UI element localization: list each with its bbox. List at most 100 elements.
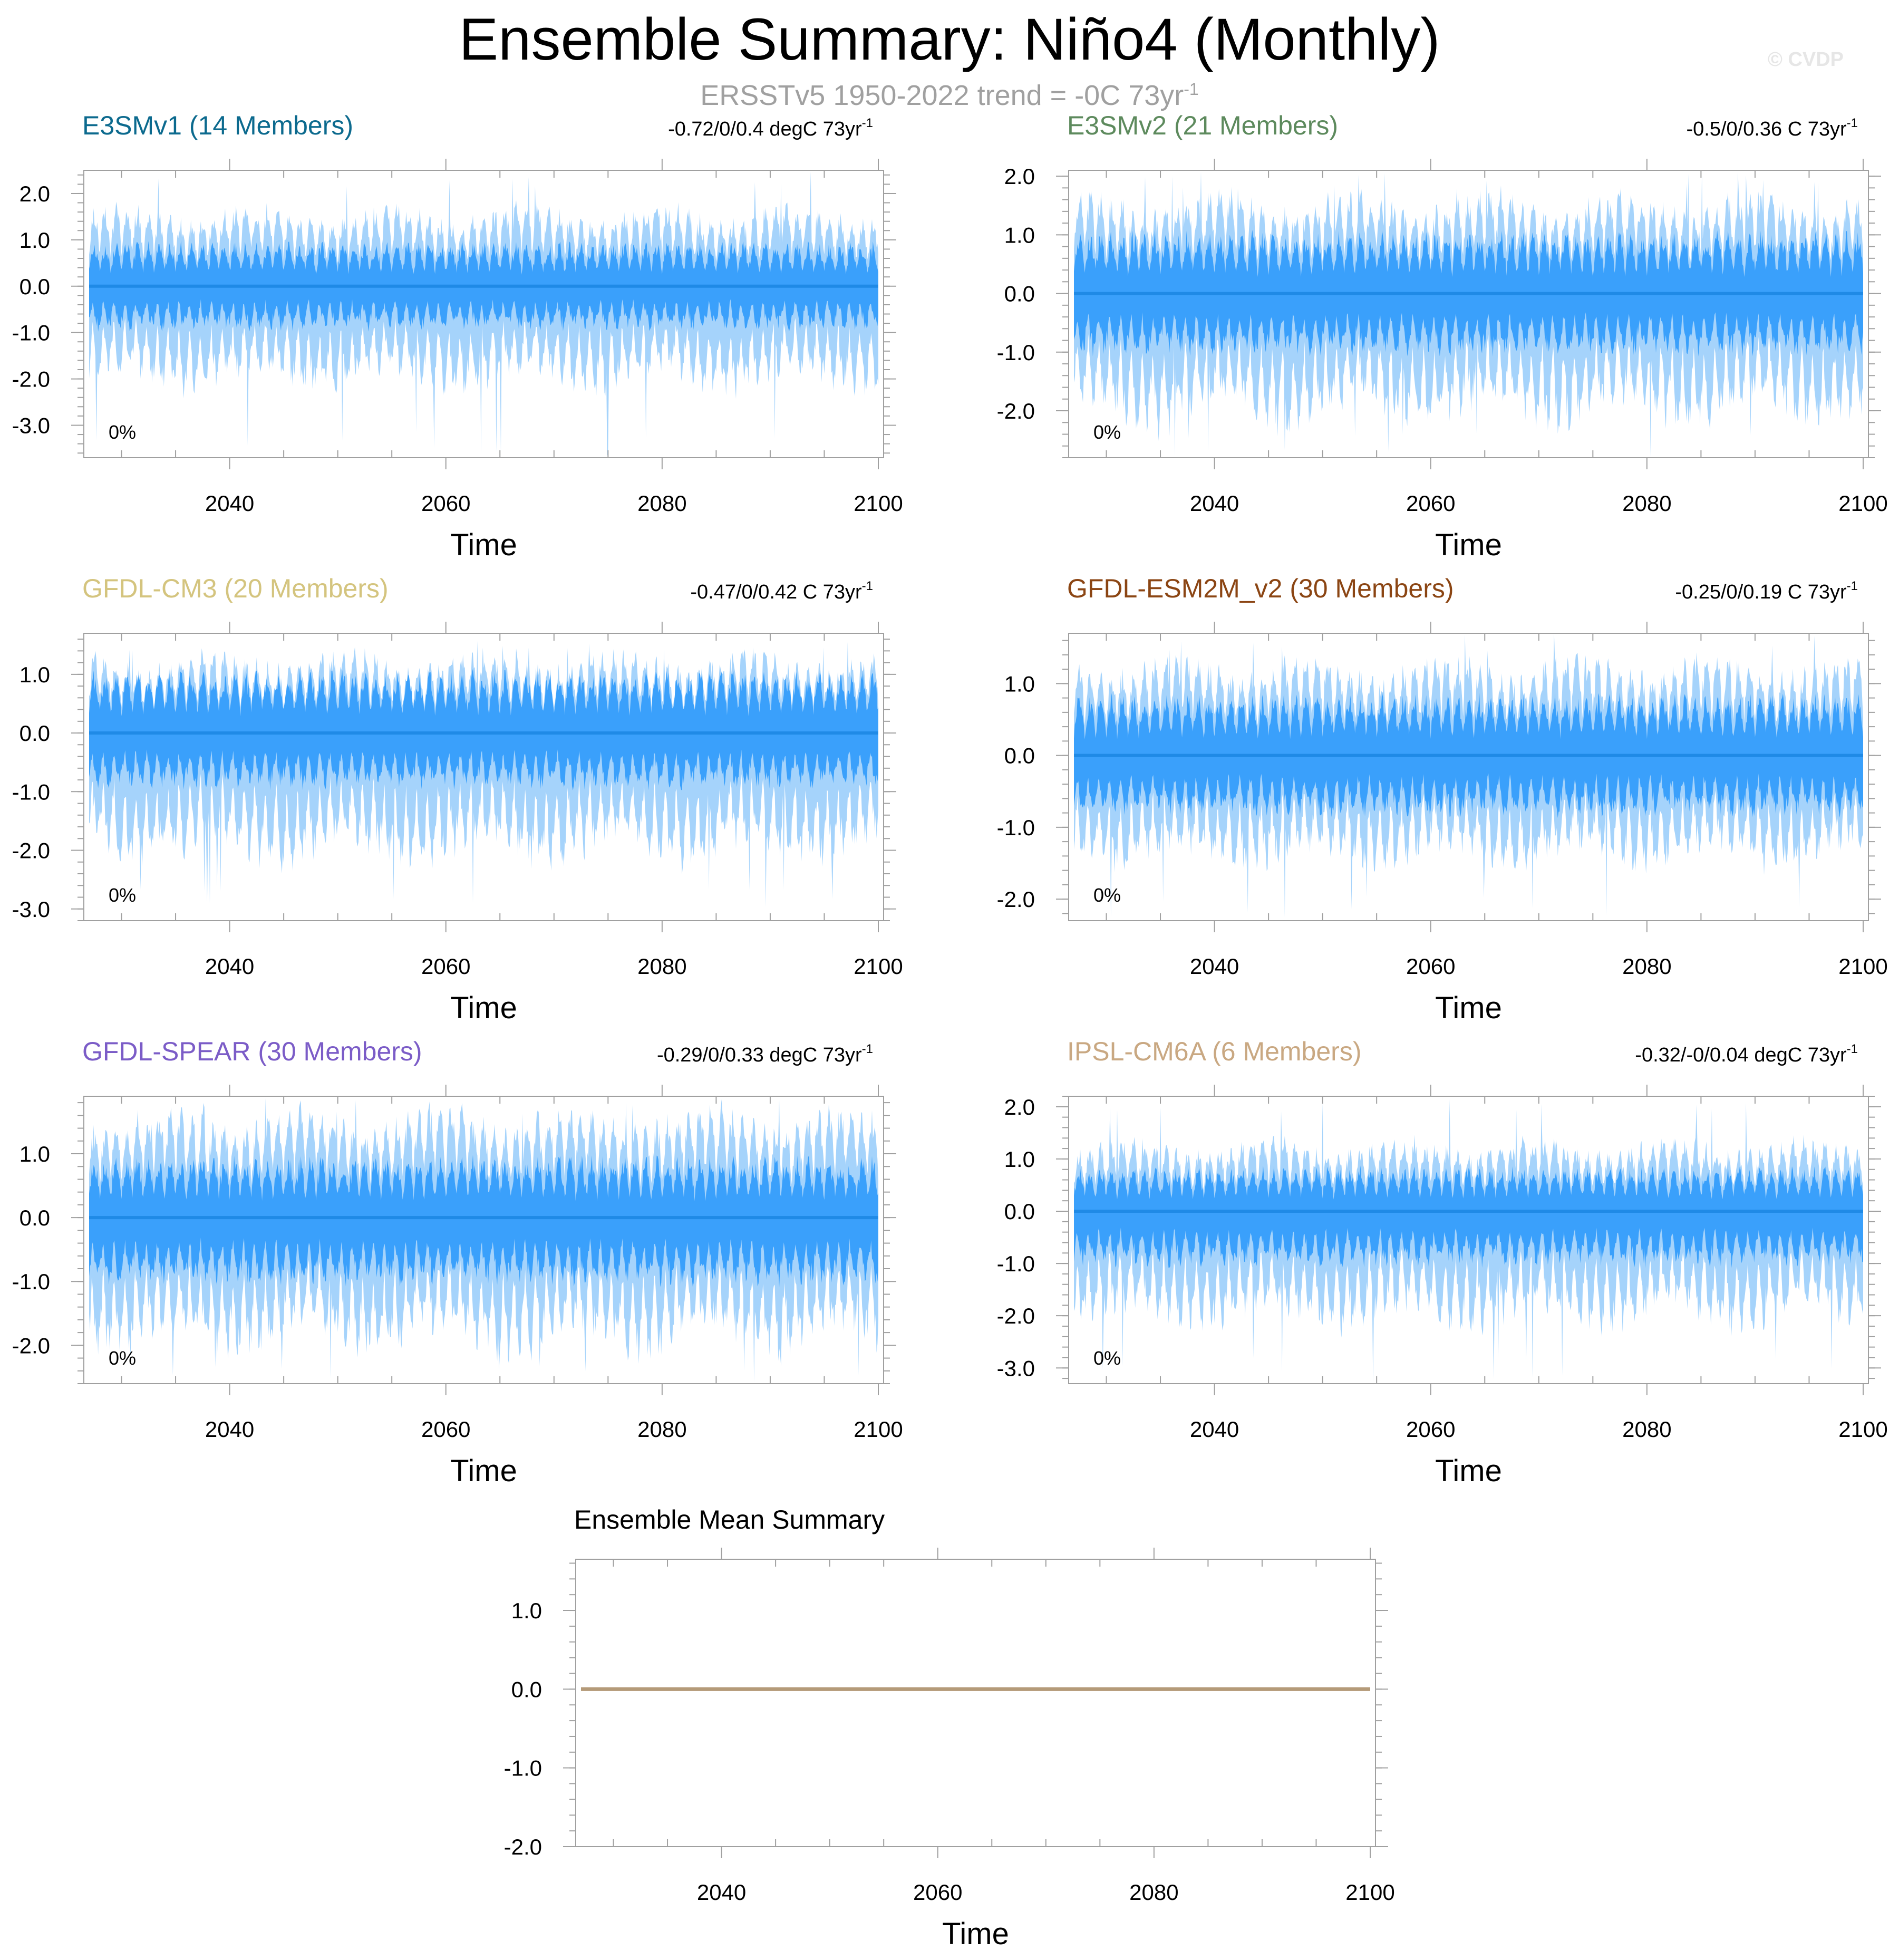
panel-title: E3SMv1 (14 Members) bbox=[82, 111, 353, 140]
y-tick-label: 0.0 bbox=[1004, 1199, 1035, 1224]
percent-label: 0% bbox=[109, 421, 136, 443]
inner-range-band bbox=[1074, 1165, 1863, 1269]
trend-label: -0.32/-0/0.04 degC 73yr-1 bbox=[1635, 1042, 1858, 1066]
chart-panel-5: 0% -0.29/0/0.33 degC 73yr-1 GFDL-SPEAR (30… bbox=[12, 1037, 903, 1488]
y-tick-label: -2.0 bbox=[12, 838, 50, 863]
x-tick-label: 2060 bbox=[421, 954, 470, 979]
y-tick-label: -2.0 bbox=[997, 399, 1035, 423]
plot-frame bbox=[1068, 170, 1869, 458]
y-tick-label: -2.0 bbox=[997, 887, 1035, 912]
x-tick-label: 2040 bbox=[205, 491, 254, 516]
y-tick-label: -1.0 bbox=[12, 779, 50, 804]
y-tick-label: 0.0 bbox=[1004, 282, 1035, 306]
y-tick-label: 1.0 bbox=[1004, 671, 1035, 696]
plot-area bbox=[1074, 172, 1863, 457]
plot-frame bbox=[83, 633, 884, 921]
x-tick-label: 2100 bbox=[854, 954, 903, 979]
x-tick-label: 2040 bbox=[205, 1417, 254, 1442]
chart-panel-3: 0% -0.47/0/0.42 C 73yr-1 GFDL-CM3 (20 Memb… bbox=[12, 574, 903, 1025]
panel-title: Ensemble Mean Summary bbox=[574, 1505, 885, 1534]
x-tick-label: 2080 bbox=[637, 1417, 686, 1442]
plot-frame bbox=[1068, 633, 1869, 921]
trend-label: -0.25/0/0.19 C 73yr-1 bbox=[1675, 579, 1858, 603]
y-tick-label: -1.0 bbox=[997, 1251, 1035, 1276]
y-tick-label: -3.0 bbox=[997, 1356, 1035, 1380]
chart-panel-1: 0% -0.72/0/0.4 degC 73yr-1 E3SMv1 (14 Memb… bbox=[12, 111, 903, 562]
chart-panel-2: 0% -0.5/0/0.36 C 73yr-1 E3SMv2 (21 Members… bbox=[997, 111, 1888, 562]
y-tick-label: 0.0 bbox=[20, 721, 50, 746]
trend-label: -0.29/0/0.33 degC 73yr-1 bbox=[657, 1042, 873, 1066]
observed-trend-subtitle: ERSSTv5 1950-2022 trend = -0C 73yr-1 bbox=[0, 79, 1899, 112]
plot-frame bbox=[1068, 1096, 1869, 1384]
x-tick-label: 2080 bbox=[637, 954, 686, 979]
y-tick-label: 1.0 bbox=[1004, 223, 1035, 247]
x-tick-label: 2040 bbox=[1190, 1417, 1239, 1442]
x-tick-label: 2060 bbox=[1406, 954, 1455, 979]
y-tick-label: 1.0 bbox=[20, 228, 50, 253]
trend-label: -0.72/0/0.4 degC 73yr-1 bbox=[668, 116, 873, 140]
panel-title: GFDL-CM3 (20 Members) bbox=[82, 574, 389, 603]
plot-frame bbox=[575, 1559, 1376, 1847]
y-tick-label: 2.0 bbox=[20, 181, 50, 206]
y-tick-label: 1.0 bbox=[511, 1598, 542, 1623]
x-axis-label: Time bbox=[1435, 1454, 1502, 1488]
x-tick-label: 2080 bbox=[1129, 1880, 1178, 1905]
x-axis-label: Time bbox=[450, 991, 517, 1025]
y-tick-label: 1.0 bbox=[20, 1142, 50, 1166]
x-tick-label: 2060 bbox=[421, 1417, 470, 1442]
x-tick-label: 2100 bbox=[854, 1417, 903, 1442]
y-tick-label: -2.0 bbox=[12, 1333, 50, 1358]
chart-panel-7: Ensemble Mean Summary 2040 2060 2080 2100 1.0… bbox=[504, 1505, 1395, 1951]
percent-label: 0% bbox=[1093, 421, 1121, 443]
chart-panel-4: 0% -0.25/0/0.19 C 73yr-1 GFDL-ESM2M_v2 (30… bbox=[997, 574, 1888, 1025]
cvdp-watermark: © CVDP bbox=[1767, 49, 1844, 71]
y-tick-label: 2.0 bbox=[1004, 1095, 1035, 1119]
percent-label: 0% bbox=[1093, 884, 1121, 906]
trend-label: -0.5/0/0.36 C 73yr-1 bbox=[1686, 116, 1858, 140]
plot-area bbox=[1074, 633, 1863, 918]
y-tick-label: -1.0 bbox=[12, 1269, 50, 1294]
y-tick-label: -3.0 bbox=[12, 413, 50, 438]
plot-area bbox=[89, 171, 878, 457]
y-tick-label: 0.0 bbox=[511, 1677, 542, 1702]
x-axis-label: Time bbox=[450, 528, 517, 562]
y-tick-label: 1.0 bbox=[20, 662, 50, 687]
panel-title: GFDL-SPEAR (30 Members) bbox=[82, 1037, 422, 1066]
chart-panel-6: 0% -0.32/-0/0.04 degC 73yr-1 IPSL-CM6A (6 … bbox=[997, 1037, 1888, 1488]
y-tick-label: 1.0 bbox=[1004, 1147, 1035, 1172]
y-tick-label: -1.0 bbox=[504, 1756, 542, 1781]
plot-frame bbox=[83, 1096, 884, 1384]
y-tick-label: -2.0 bbox=[997, 1304, 1035, 1328]
y-tick-label: -1.0 bbox=[997, 340, 1035, 365]
panel-title: GFDL-ESM2M_v2 (30 Members) bbox=[1067, 574, 1454, 603]
x-tick-label: 2040 bbox=[697, 1880, 746, 1905]
observed-trend-text: ERSSTv5 1950-2022 trend = -0C 73yr bbox=[700, 80, 1184, 111]
x-tick-label: 2100 bbox=[1838, 1417, 1887, 1442]
y-tick-label: 2.0 bbox=[1004, 164, 1035, 189]
y-tick-label: 0.0 bbox=[1004, 744, 1035, 768]
inner-range-band bbox=[89, 669, 878, 790]
y-tick-label: -2.0 bbox=[12, 367, 50, 392]
x-tick-label: 2100 bbox=[1345, 1880, 1394, 1905]
x-tick-label: 2080 bbox=[1622, 954, 1671, 979]
x-tick-label: 2080 bbox=[637, 491, 686, 516]
x-tick-label: 2060 bbox=[1406, 1417, 1455, 1442]
x-tick-label: 2080 bbox=[1622, 1417, 1671, 1442]
percent-label: 0% bbox=[1093, 1347, 1121, 1369]
x-tick-label: 2080 bbox=[1622, 491, 1671, 516]
x-tick-label: 2100 bbox=[854, 491, 903, 516]
percent-label: 0% bbox=[109, 884, 136, 906]
page-title: Ensemble Summary: Niño4 (Monthly) bbox=[459, 6, 1440, 72]
plot-area bbox=[89, 641, 878, 907]
x-tick-label: 2060 bbox=[913, 1880, 962, 1905]
x-axis-label: Time bbox=[450, 1454, 517, 1488]
x-tick-label: 2100 bbox=[1838, 954, 1887, 979]
x-tick-label: 2060 bbox=[1406, 491, 1455, 516]
x-tick-label: 2040 bbox=[1190, 954, 1239, 979]
plot-area bbox=[1074, 1099, 1863, 1383]
x-axis-label: Time bbox=[942, 1917, 1009, 1951]
y-tick-label: -3.0 bbox=[12, 897, 50, 922]
x-axis-label: Time bbox=[1435, 528, 1502, 562]
panel-title: IPSL-CM6A (6 Members) bbox=[1067, 1037, 1361, 1066]
percent-label: 0% bbox=[109, 1347, 136, 1369]
